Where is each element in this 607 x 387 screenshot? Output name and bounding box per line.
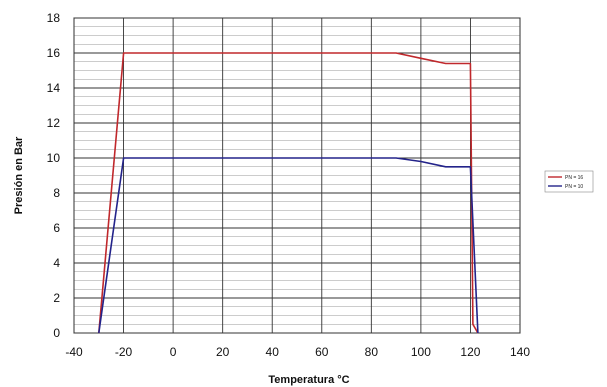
y-tick-label: 10 xyxy=(47,151,61,165)
y-tick-label: 6 xyxy=(53,221,60,235)
x-axis-label: Temperatura °C xyxy=(268,374,349,386)
legend-label: PN = 16 xyxy=(565,175,583,181)
legend-box xyxy=(544,170,594,193)
legend-label: PN = 10 xyxy=(565,184,583,190)
y-axis-label: Presión en Bar xyxy=(13,136,25,214)
series-line xyxy=(98,157,479,334)
y-tick-label: 14 xyxy=(47,81,61,95)
x-tick-label: 40 xyxy=(266,345,280,359)
series-layer xyxy=(98,52,479,334)
y-tick-label: 16 xyxy=(47,46,61,60)
y-tick-label: 12 xyxy=(47,116,61,130)
plot-area xyxy=(73,17,521,334)
series-line xyxy=(98,52,479,334)
legend: PN = 16 PN = 10 xyxy=(544,170,594,193)
y-tick-label: 18 xyxy=(47,11,61,25)
x-tick-label: 100 xyxy=(411,345,431,359)
x-tick-label: 120 xyxy=(460,345,480,359)
y-axis-ticks: 0 2 4 6 8 10 12 14 16 18 xyxy=(47,11,61,340)
y-tick-label: 4 xyxy=(53,256,60,270)
x-tick-label: 0 xyxy=(170,345,177,359)
x-tick-label: -40 xyxy=(65,345,83,359)
y-tick-label: 2 xyxy=(53,291,60,305)
y-tick-label: 8 xyxy=(53,186,60,200)
x-tick-label: 80 xyxy=(365,345,379,359)
x-tick-label: 20 xyxy=(216,345,230,359)
x-tick-label: 60 xyxy=(315,345,329,359)
x-tick-label: -20 xyxy=(115,345,133,359)
y-tick-label: 0 xyxy=(53,326,60,340)
x-axis-ticks: -40 -20 0 20 40 60 80 100 120 140 xyxy=(65,345,530,359)
minor-gridlines xyxy=(74,26,520,325)
x-tick-label: 140 xyxy=(510,345,530,359)
